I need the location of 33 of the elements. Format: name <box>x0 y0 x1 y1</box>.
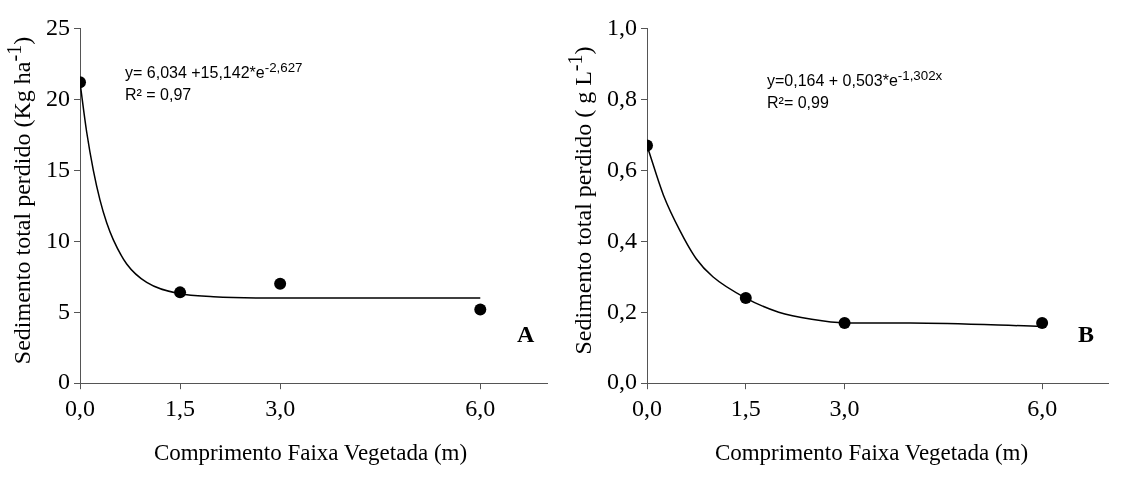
point <box>274 277 287 290</box>
y-tick-label: 0,6 <box>607 155 637 182</box>
y-tick-label: 20 <box>46 84 70 111</box>
annotation: R²= 0,99 <box>767 94 829 113</box>
y-tick-label: 0,8 <box>607 84 637 111</box>
x-tick-label: 6,0 <box>465 394 496 421</box>
annotation: R² = 0,97 <box>125 86 192 105</box>
y-tick-label: 5 <box>58 297 70 324</box>
annotation: A <box>517 321 535 349</box>
annotation: y=0,164 + 0,503*e$^{-1,302x}$ <box>767 68 943 91</box>
x-tick-label: 3,0 <box>829 394 860 421</box>
x-tick-label: 1,5 <box>165 394 196 421</box>
x-tick-label: 3,0 <box>265 394 296 421</box>
y-tick-label: 0,4 <box>607 226 637 253</box>
y-tick-label: 0 <box>58 368 70 395</box>
y-tick-label: 25 <box>46 13 70 40</box>
y-tick-label: 10 <box>46 226 70 253</box>
point <box>1036 316 1049 329</box>
x-axis-title: Comprimento Faixa Vegetada (m) <box>152 440 469 466</box>
x-tick-label: 6,0 <box>1027 394 1058 421</box>
y-tick-label: 1,0 <box>607 13 637 40</box>
point <box>739 292 752 305</box>
point <box>838 316 851 329</box>
y-tick-label: 0,2 <box>607 297 637 324</box>
y-tick-label: 15 <box>46 155 70 182</box>
y-tick-label: 0,0 <box>607 368 637 395</box>
x-axis-title: Comprimento Faixa Vegetada (m) <box>713 440 1030 466</box>
annotation: B <box>1078 321 1095 349</box>
x-tick-label: 0,0 <box>632 394 662 421</box>
point <box>474 303 487 316</box>
point <box>174 286 187 299</box>
annotation: y= 6,034 +15,142*e$^{-2,627}$ <box>125 60 303 83</box>
x-tick-label: 1,5 <box>730 394 761 421</box>
